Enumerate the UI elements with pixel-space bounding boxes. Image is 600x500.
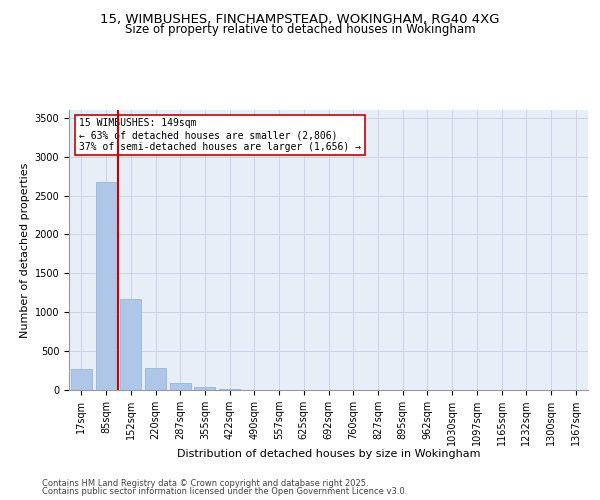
- Text: 15 WIMBUSHES: 149sqm
← 63% of detached houses are smaller (2,806)
37% of semi-de: 15 WIMBUSHES: 149sqm ← 63% of detached h…: [79, 118, 361, 152]
- Bar: [194, 388, 215, 390]
- Bar: [219, 389, 240, 390]
- Bar: [95, 182, 116, 390]
- Text: Contains HM Land Registry data © Crown copyright and database right 2025.: Contains HM Land Registry data © Crown c…: [42, 478, 368, 488]
- Text: Size of property relative to detached houses in Wokingham: Size of property relative to detached ho…: [125, 22, 475, 36]
- Text: 15, WIMBUSHES, FINCHAMPSTEAD, WOKINGHAM, RG40 4XG: 15, WIMBUSHES, FINCHAMPSTEAD, WOKINGHAM,…: [100, 12, 500, 26]
- Bar: [71, 369, 92, 390]
- Y-axis label: Number of detached properties: Number of detached properties: [20, 162, 31, 338]
- Bar: [145, 368, 166, 390]
- Bar: [120, 299, 141, 390]
- Bar: [170, 383, 191, 390]
- Text: Contains public sector information licensed under the Open Government Licence v3: Contains public sector information licen…: [42, 487, 407, 496]
- X-axis label: Distribution of detached houses by size in Wokingham: Distribution of detached houses by size …: [177, 450, 480, 460]
